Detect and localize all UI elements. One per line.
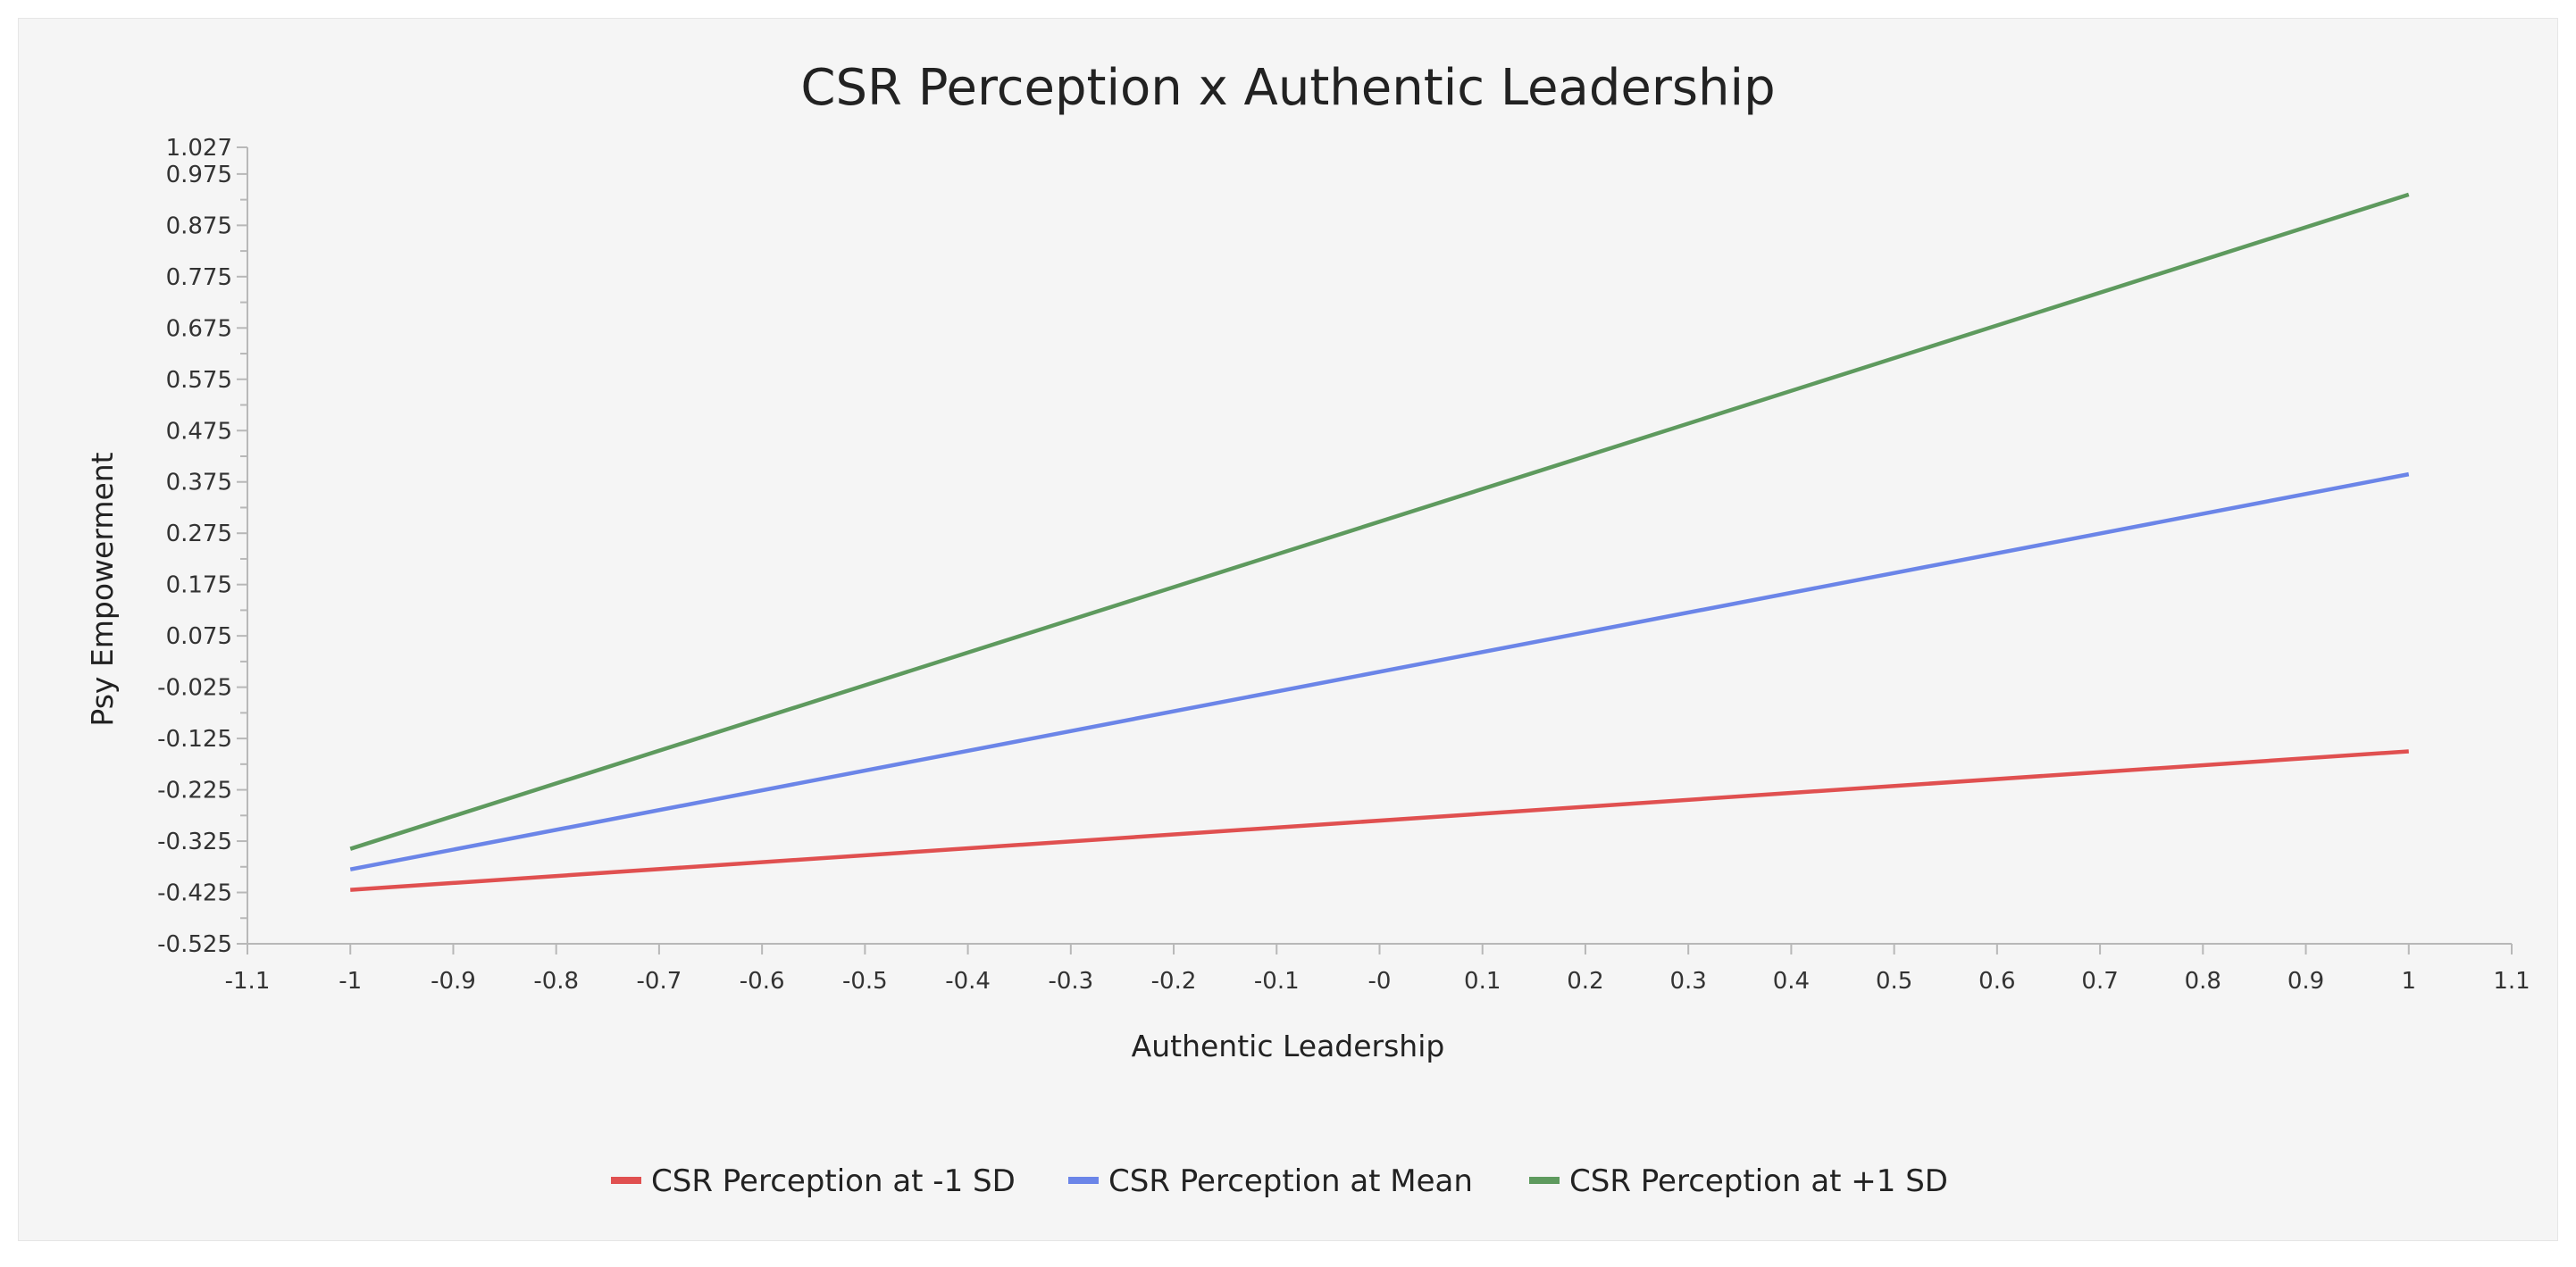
x-tick-label: 1	[2401, 968, 2416, 995]
y-tick-label: -0.425	[157, 880, 232, 907]
y-tick-label: 0.775	[166, 264, 232, 291]
x-tick-label: -0.2	[1151, 968, 1197, 995]
x-tick-label: -0.3	[1048, 968, 1093, 995]
x-tick-label: 1.1	[2493, 968, 2530, 995]
x-tick-label: 0.7	[2081, 968, 2118, 995]
x-tick-label: 0.2	[1567, 968, 1603, 995]
x-tick-label: -0	[1368, 968, 1392, 995]
x-tick-label: 0.9	[2287, 968, 2324, 995]
y-tick-label: 0.875	[166, 213, 232, 239]
y-axis: -0.525 -0.425 -0.325 -0.225 -0.125 -0.025 0.07…	[157, 135, 248, 958]
x-tick-label: -0.1	[1254, 968, 1300, 995]
x-tick-label: 0.1	[1464, 968, 1501, 995]
y-tick-label: -0.325	[157, 829, 232, 855]
y-tick-label: 0.575	[166, 367, 232, 394]
legend-label: CSR Perception at Mean	[1108, 1163, 1473, 1199]
series-line-3	[349, 192, 2410, 851]
legend-label: CSR Perception at +1 SD	[1569, 1163, 1948, 1199]
y-tick-label: 0.175	[166, 572, 232, 599]
x-axis: -1.1 -1 -0.9 -0.8 -0.7 -0.6 -0.5 -0.4 -0.3 -0.2 -0…	[225, 943, 2530, 995]
y-tick-label: 1.027	[166, 135, 232, 162]
chart-panel	[18, 18, 2558, 1241]
series-group	[349, 192, 2410, 892]
x-tick-label: -0.7	[637, 968, 682, 995]
y-tick-label: -0.125	[157, 726, 232, 753]
legend-swatch	[1529, 1177, 1560, 1184]
y-tick-label: 0.375	[166, 470, 232, 496]
x-tick-label: -0.5	[842, 968, 888, 995]
x-tick-label: 0.8	[2185, 968, 2221, 995]
x-tick-label: -0.8	[533, 968, 579, 995]
x-tick-label: -1	[339, 968, 362, 995]
x-tick-label: -1.1	[225, 968, 271, 995]
series-line-2	[349, 471, 2410, 871]
y-tick-label: -0.525	[157, 931, 232, 958]
legend: CSR Perception at -1 SD CSR Perception at…	[611, 1163, 1948, 1199]
y-tick-label: -0.225	[157, 778, 232, 804]
y-tick-label: 0.475	[166, 418, 232, 445]
y-tick-label: -0.025	[157, 675, 232, 702]
y-tick-label: 0.975	[166, 162, 232, 188]
legend-swatch	[611, 1177, 641, 1184]
x-axis-title: Authentic Leadership	[1132, 1029, 1445, 1063]
legend-label: CSR Perception at -1 SD	[651, 1163, 1016, 1199]
chart-title: CSR Perception x Authentic Leadership	[800, 59, 1775, 117]
y-axis-title: Psy Empowerment	[85, 452, 120, 726]
y-tick-label: 0.675	[166, 315, 232, 342]
x-tick-label: -0.4	[945, 968, 991, 995]
y-tick-label: 0.075	[166, 623, 232, 650]
x-tick-label: 0.4	[1773, 968, 1810, 995]
x-tick-label: 0.6	[1978, 968, 2015, 995]
x-tick-label: 0.5	[1876, 968, 1912, 995]
x-tick-label: -0.6	[740, 968, 785, 995]
x-tick-label: 0.3	[1670, 968, 1707, 995]
x-tick-label: -0.9	[431, 968, 476, 995]
y-tick-label: 0.275	[166, 521, 232, 547]
series-line-1	[350, 749, 2409, 892]
legend-swatch	[1068, 1177, 1099, 1184]
